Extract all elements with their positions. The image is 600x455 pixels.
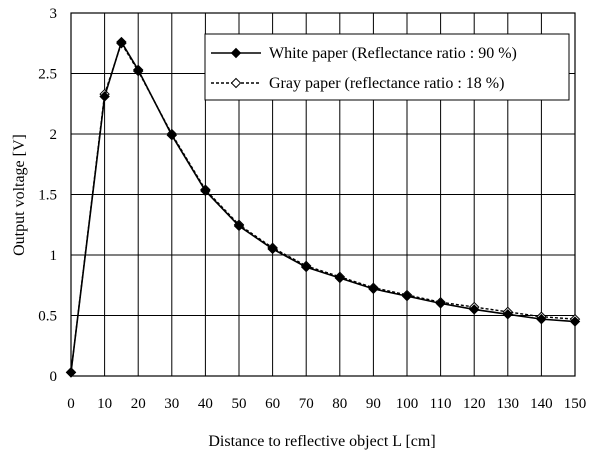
legend-marker xyxy=(230,77,242,89)
x-tick-label: 80 xyxy=(332,396,347,412)
white-paper-point xyxy=(334,272,346,284)
legend-label: White paper (Reflectance ratio : 90 %) xyxy=(269,45,517,62)
x-tick-label: 120 xyxy=(463,396,486,412)
white-paper-point xyxy=(435,298,446,309)
y-tick-label: 2.5 xyxy=(38,67,57,83)
x-tick-label: 140 xyxy=(530,396,553,412)
x-tick-label: 100 xyxy=(396,396,419,412)
white-paper-point xyxy=(502,309,514,320)
series-white-paper xyxy=(65,36,581,378)
legend-marker xyxy=(230,47,242,59)
x-tick-label: 130 xyxy=(497,396,520,412)
white-paper-point xyxy=(233,220,245,232)
white-paper-point xyxy=(401,290,413,302)
white-paper-point xyxy=(368,283,379,295)
y-tick-label: 1 xyxy=(50,248,58,264)
plot-frame xyxy=(70,12,576,377)
x-tick-label: 70 xyxy=(299,396,314,412)
series-group xyxy=(65,36,581,378)
x-tick-label: 50 xyxy=(232,396,247,412)
legend-box xyxy=(204,33,570,101)
x-tick-label: 30 xyxy=(164,396,179,412)
white-paper-point xyxy=(166,130,178,141)
y-tick-label: 3 xyxy=(50,6,58,22)
white-paper-point xyxy=(569,316,581,327)
white-paper-point xyxy=(132,64,144,76)
x-tick-label: 40 xyxy=(198,396,213,412)
tick-labels: 0 10 20 30 40 50 60 70 80 90 100 110 120 130 140 150 0 0.… xyxy=(38,6,586,412)
y-axis-title: Output voltage [V] xyxy=(11,134,28,256)
white-paper-point xyxy=(65,367,77,378)
x-tick-label: 150 xyxy=(564,396,587,412)
x-tick-label: 110 xyxy=(430,396,452,412)
white-paper-point xyxy=(536,313,547,325)
y-tick-label: 1.5 xyxy=(38,188,57,204)
x-axis-title: Distance to reflective object L [cm] xyxy=(208,433,435,450)
y-tick-label: 2 xyxy=(50,127,58,143)
white-paper-point xyxy=(116,36,127,48)
x-tick-label: 60 xyxy=(265,396,280,412)
legend-label: Gray paper (reflectance ratio : 18 %) xyxy=(269,75,504,92)
white-paper-point xyxy=(468,304,480,315)
y-tick-label: 0.5 xyxy=(38,309,57,325)
x-tick-label: 90 xyxy=(366,396,381,412)
legend: White paper (Reflectance ratio : 90 %) Gr… xyxy=(204,33,570,101)
white-paper-point xyxy=(267,243,278,255)
white-paper-point xyxy=(200,185,211,197)
x-tick-label: 20 xyxy=(131,396,146,412)
white-paper-point xyxy=(300,261,312,273)
x-tick-label: 0 xyxy=(67,396,75,412)
x-tick-label: 10 xyxy=(97,396,112,412)
y-tick-label: 0 xyxy=(50,369,58,385)
white-paper-point xyxy=(99,91,110,102)
